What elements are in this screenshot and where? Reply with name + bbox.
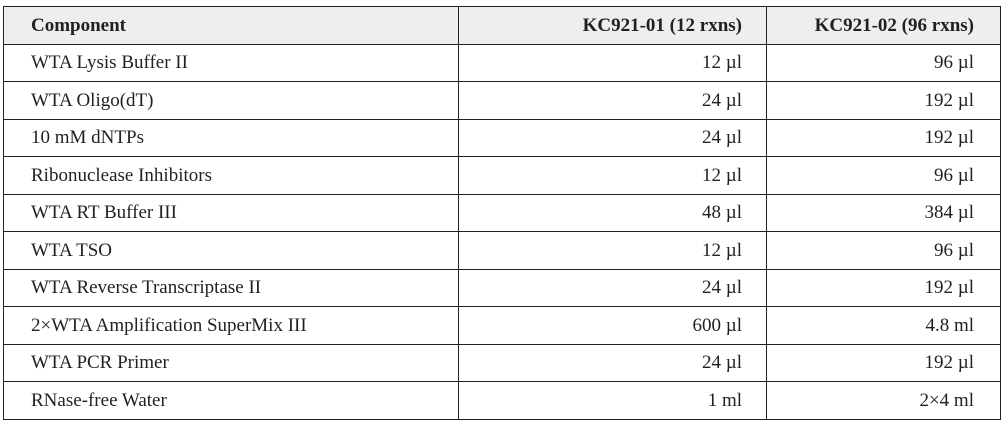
kc921-01-cell: 12 µl [458,43,767,82]
table-row: WTA RT Buffer III 48 µl 384 µl [3,193,1001,232]
component-cell: RNase-free Water [3,381,459,420]
table-row: 10 mM dNTPs 24 µl 192 µl [3,118,1001,157]
kc921-01-cell: 24 µl [458,343,767,382]
header-kc921-01: KC921-01 (12 rxns) [458,6,767,45]
component-cell: WTA Reverse Transcriptase II [3,268,459,307]
components-table: Component KC921-01 (12 rxns) KC921-02 (9… [3,6,1001,420]
kc921-02-cell: 4.8 ml [766,306,1001,345]
header-component: Component [3,6,459,45]
table-row: Ribonuclease Inhibitors 12 µl 96 µl [3,156,1001,195]
kc921-01-cell: 24 µl [458,268,767,307]
header-kc921-02: KC921-02 (96 rxns) [766,6,1001,45]
header-row: Component KC921-01 (12 rxns) KC921-02 (9… [3,6,1001,45]
component-cell: WTA PCR Primer [3,343,459,382]
kc921-02-cell: 96 µl [766,43,1001,82]
table-row: RNase-free Water 1 ml 2×4 ml [3,381,1001,420]
table-row: 2×WTA Amplification SuperMix III 600 µl 4.… [3,306,1001,345]
kc921-02-cell: 192 µl [766,343,1001,382]
kc921-01-cell: 12 µl [458,231,767,270]
component-cell: WTA TSO [3,231,459,270]
kc921-01-cell: 24 µl [458,118,767,157]
kc921-02-cell: 96 µl [766,231,1001,270]
kc921-01-cell: 1 ml [458,381,767,420]
table-row: WTA Reverse Transcriptase II 24 µl 192 µl [3,268,1001,307]
kc921-01-cell: 24 µl [458,81,767,120]
component-cell: 2×WTA Amplification SuperMix III [3,306,459,345]
component-cell: WTA Lysis Buffer II [3,43,459,82]
kc921-02-cell: 192 µl [766,81,1001,120]
table-row: WTA Oligo(dT) 24 µl 192 µl [3,81,1001,120]
component-cell: 10 mM dNTPs [3,118,459,157]
kc921-01-cell: 600 µl [458,306,767,345]
component-cell: WTA RT Buffer III [3,193,459,232]
table-row: WTA Lysis Buffer II 12 µl 96 µl [3,43,1001,82]
kc921-02-cell: 384 µl [766,193,1001,232]
kc921-01-cell: 12 µl [458,156,767,195]
kc921-02-cell: 2×4 ml [766,381,1001,420]
kc921-02-cell: 192 µl [766,268,1001,307]
table-row: WTA TSO 12 µl 96 µl [3,231,1001,270]
kc921-02-cell: 96 µl [766,156,1001,195]
table-row: WTA PCR Primer 24 µl 192 µl [3,343,1001,382]
component-cell: Ribonuclease Inhibitors [3,156,459,195]
component-cell: WTA Oligo(dT) [3,81,459,120]
kc921-02-cell: 192 µl [766,118,1001,157]
kc921-01-cell: 48 µl [458,193,767,232]
